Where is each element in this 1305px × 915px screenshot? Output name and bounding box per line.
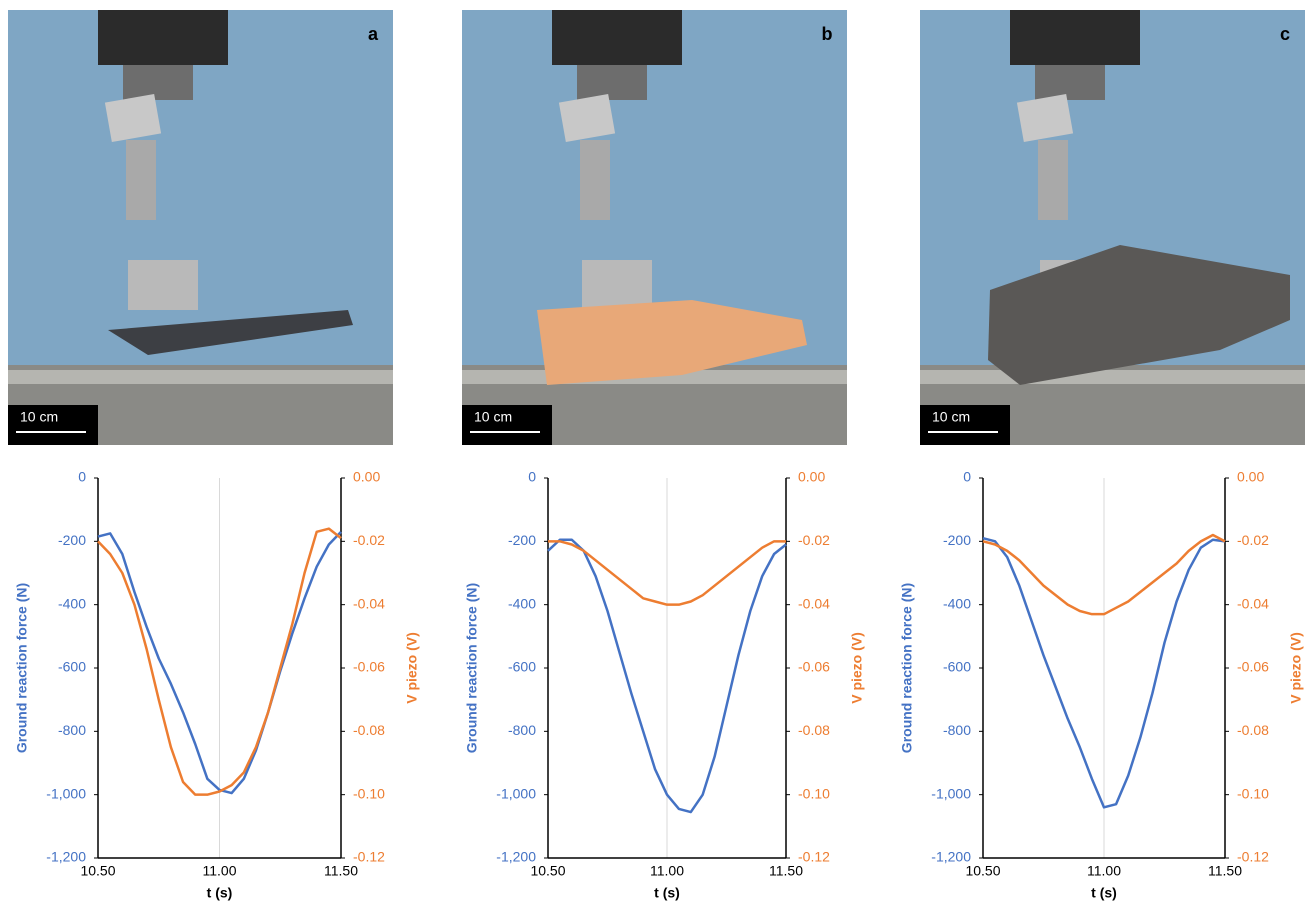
x-axis-label: t (s) — [654, 885, 680, 901]
panel-label: b — [822, 24, 833, 44]
photo: c 10 cm — [920, 10, 1305, 445]
table-top — [920, 370, 1305, 384]
y2-tick-label: 0.00 — [353, 469, 380, 485]
y-axis-label: Ground reaction force (N) — [899, 583, 915, 753]
y2-tick-label: -0.08 — [353, 722, 385, 738]
y2-tick-label: -0.06 — [1237, 659, 1269, 675]
x-tick-label: 11.00 — [203, 863, 237, 879]
x-tick-label: 10.50 — [965, 863, 1000, 879]
y-tick-label: -800 — [58, 722, 86, 738]
x-tick-label: 11.50 — [324, 863, 358, 879]
table-top — [8, 370, 393, 384]
y2-tick-label: -0.10 — [798, 785, 830, 801]
x-tick-label: 11.50 — [1208, 863, 1242, 879]
y-tick-label: -200 — [58, 532, 86, 548]
y-tick-label: 0 — [963, 469, 971, 485]
pylon — [1038, 140, 1068, 220]
page: {"panels": [{"label": "a", "scale_bar": … — [0, 0, 1305, 915]
y-tick-label: -800 — [943, 722, 971, 738]
y-tick-label: -400 — [58, 595, 86, 611]
adapter — [123, 65, 193, 100]
y2-axis-label: V piezo (V) — [1288, 632, 1304, 704]
y-tick-label: -1,000 — [931, 785, 971, 801]
scale-bar-label: 10 cm — [932, 409, 970, 425]
y2-tick-label: -0.02 — [1237, 532, 1269, 548]
x-tick-label: 11.00 — [1087, 863, 1121, 879]
y2-tick-label: -0.04 — [1237, 595, 1269, 611]
y2-axis-label: V piezo (V) — [404, 632, 420, 704]
adapter — [577, 65, 647, 100]
panel-label: a — [368, 24, 379, 44]
y-tick-label: -1,000 — [46, 785, 86, 801]
x-axis-label: t (s) — [207, 885, 233, 901]
photo: a 10 cm — [8, 10, 393, 445]
y-tick-label: -1,200 — [496, 849, 536, 865]
y-tick-label: 0 — [528, 469, 536, 485]
x-tick-label: 11.00 — [650, 863, 684, 879]
y-tick-label: -400 — [508, 595, 536, 611]
ankle — [128, 260, 198, 310]
y2-tick-label: -0.02 — [353, 532, 385, 548]
scale-bar-label: 10 cm — [20, 409, 58, 425]
y-tick-label: -1,200 — [931, 849, 971, 865]
y-tick-label: -1,200 — [46, 849, 86, 865]
plate — [1017, 94, 1073, 142]
y2-tick-label: -0.12 — [353, 849, 385, 865]
photo: b 10 cm — [462, 10, 847, 445]
y-tick-label: -1,000 — [496, 785, 536, 801]
adapter — [1035, 65, 1105, 100]
x-tick-label: 11.50 — [769, 863, 803, 879]
figure: a 10 cm b 10 cm c 10 cm 10.50 11.00 11.50 -1,200 -… — [0, 0, 1305, 915]
y-tick-label: -600 — [508, 659, 536, 675]
load-cell — [1010, 10, 1140, 65]
plate — [559, 94, 615, 142]
y-tick-label: -800 — [508, 722, 536, 738]
x-tick-label: 10.50 — [80, 863, 115, 879]
plate — [105, 94, 161, 142]
ankle — [582, 260, 652, 310]
pylon — [126, 140, 156, 220]
load-cell — [552, 10, 682, 65]
y2-axis-label: V piezo (V) — [849, 632, 865, 704]
y-tick-label: 0 — [78, 469, 86, 485]
y2-tick-label: -0.04 — [798, 595, 830, 611]
y-tick-label: -200 — [508, 532, 536, 548]
y2-tick-label: -0.02 — [798, 532, 830, 548]
y-tick-label: -600 — [58, 659, 86, 675]
y2-tick-label: -0.04 — [353, 595, 385, 611]
x-axis-label: t (s) — [1091, 885, 1117, 901]
y-axis-label: Ground reaction force (N) — [14, 583, 30, 753]
y2-tick-label: -0.08 — [798, 722, 830, 738]
y2-tick-label: -0.08 — [1237, 722, 1269, 738]
y2-tick-label: -0.10 — [1237, 785, 1269, 801]
y2-tick-label: -0.12 — [1237, 849, 1269, 865]
pylon — [580, 140, 610, 220]
y2-tick-label: -0.10 — [353, 785, 385, 801]
scale-bar-label: 10 cm — [474, 409, 512, 425]
load-cell — [98, 10, 228, 65]
y2-tick-label: -0.06 — [353, 659, 385, 675]
y-axis-label: Ground reaction force (N) — [464, 583, 480, 753]
y-tick-label: -200 — [943, 532, 971, 548]
y-tick-label: -600 — [943, 659, 971, 675]
y2-tick-label: 0.00 — [798, 469, 825, 485]
y2-tick-label: -0.06 — [798, 659, 830, 675]
y-tick-label: -400 — [943, 595, 971, 611]
x-tick-label: 10.50 — [530, 863, 565, 879]
panel-label: c — [1280, 24, 1290, 44]
y2-tick-label: 0.00 — [1237, 469, 1264, 485]
y2-tick-label: -0.12 — [798, 849, 830, 865]
